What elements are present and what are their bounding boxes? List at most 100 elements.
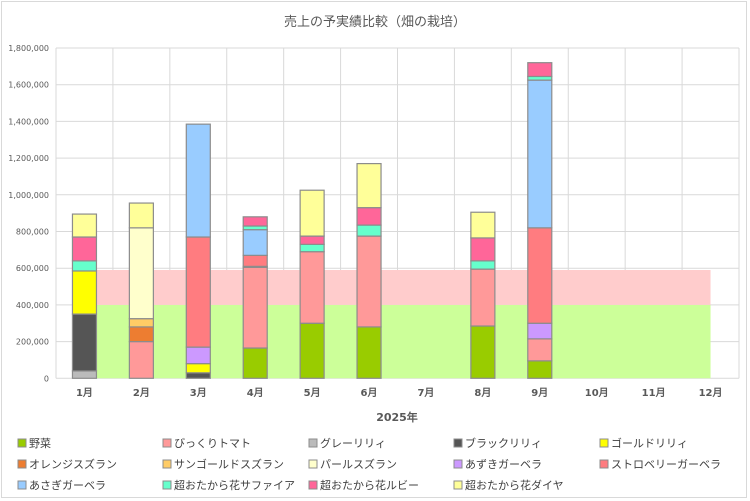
gridlines: [55, 47, 740, 379]
bar-segment: [470, 268, 496, 327]
legend-item: グレーリリィ: [308, 436, 386, 450]
bar-segment: [185, 236, 211, 348]
legend-swatch: [162, 438, 172, 448]
bar-segment: [71, 370, 98, 379]
legend-item: びっくりトマト: [162, 437, 251, 450]
bar-segment: [71, 260, 98, 272]
x-tick-label: 4月: [247, 387, 264, 399]
y-tick-label: 0: [44, 374, 49, 383]
legend-swatch: [453, 438, 463, 448]
bar-segment: [128, 318, 154, 328]
legend-label: 超おたから花ルビー: [320, 478, 419, 492]
bar-segment: [527, 338, 553, 362]
legend-label: オレンジスズラン: [29, 457, 117, 471]
bar-segment: [356, 326, 382, 379]
legend-swatch: [453, 459, 463, 469]
x-tick-label: 3月: [190, 387, 207, 399]
y-tick-label: 1,800,000: [8, 44, 49, 53]
y-tick-label: 1,400,000: [8, 117, 49, 126]
target-area: [84, 304, 711, 379]
legend-label: サンゴールドスズラン: [174, 457, 284, 471]
legend-item: あずきガーベラ: [453, 458, 542, 471]
legend-swatch: [308, 438, 318, 448]
bar-segment: [71, 213, 98, 238]
legend-label: ブラックリリィ: [465, 436, 542, 450]
bar-segment: [356, 224, 382, 237]
chart-title: 売上の予実績比較（畑の栽培）: [284, 14, 466, 30]
x-axis-title: 2025年: [376, 410, 418, 424]
bar-segment: [527, 227, 553, 324]
x-tick-label: 6月: [361, 387, 378, 399]
y-tick-label: 1,200,000: [8, 154, 49, 163]
x-tick-label: 5月: [304, 387, 321, 399]
legend-swatch: [599, 459, 609, 469]
legend-swatch: [308, 459, 318, 469]
legend-item: 野菜: [17, 437, 51, 450]
bar-segment: [470, 211, 496, 239]
bar-segment: [71, 270, 98, 315]
bar-segment: [71, 313, 98, 372]
legend-swatch: [17, 480, 27, 490]
legend-label: パールスズラン: [320, 457, 397, 471]
bar-segment: [128, 341, 154, 379]
bar-segment: [242, 216, 268, 227]
bar-segment: [128, 227, 154, 320]
legend-swatch: [162, 480, 172, 490]
legend-item: 超おたから花ルビー: [308, 478, 419, 492]
legend-label: グレーリリィ: [320, 436, 386, 450]
bar-segment: [242, 229, 268, 256]
bar-segment: [356, 163, 382, 209]
x-tick-label: 7月: [417, 387, 434, 399]
legend-item: あさぎガーベラ: [17, 478, 106, 492]
bar-segment: [299, 189, 325, 237]
legend-label: 超おたから花サファイア: [174, 478, 295, 492]
legend-swatch: [17, 459, 27, 469]
bar-segment: [527, 322, 553, 340]
x-tick-label: 8月: [474, 387, 491, 399]
y-tick-label: 800,000: [16, 228, 49, 237]
bar-segment: [242, 254, 268, 267]
x-tick-label: 12月: [699, 387, 723, 399]
target-area: [84, 270, 711, 305]
bar-segment: [527, 360, 553, 379]
legend-item: ブラックリリィ: [453, 436, 542, 450]
x-tick-label: 10月: [585, 387, 609, 399]
bar-segment: [299, 251, 325, 324]
x-tick-label: 9月: [531, 387, 548, 399]
bar-segment: [185, 123, 211, 238]
bar-segment: [185, 372, 211, 379]
bar-segment: [71, 236, 98, 262]
bar-segment: [242, 266, 268, 349]
bar-segment: [299, 243, 325, 253]
x-tick-label: 2月: [133, 387, 150, 399]
legend-label: ゴールドリリィ: [611, 436, 688, 450]
bar-segment: [299, 235, 325, 245]
legend-swatch: [17, 438, 27, 448]
legend-swatch: [308, 480, 318, 490]
legend-label: あさぎガーベラ: [29, 478, 106, 492]
legend-label: 野菜: [29, 437, 51, 450]
x-axis-ticks: 1月 2月 3月 4月 5月 6月 7月 8月 9月 10月 11月 12月: [76, 387, 723, 399]
bars: [71, 62, 553, 379]
bar-segment: [299, 322, 325, 379]
legend-item: ストロベリーガーベラ: [599, 458, 721, 471]
bar-segment: [527, 79, 553, 229]
legend-item: 超おたから花サファイア: [162, 478, 295, 492]
target-areas: [84, 270, 711, 379]
y-tick-label: 1,600,000: [8, 81, 49, 90]
y-tick-label: 600,000: [16, 264, 49, 273]
bar-segment: [470, 237, 496, 262]
legend-item: サンゴールドスズラン: [162, 457, 284, 471]
y-tick-label: 400,000: [16, 301, 49, 310]
bar-segment: [356, 235, 382, 328]
legend-item: オレンジスズラン: [17, 457, 117, 471]
legend-item: パールスズラン: [308, 457, 397, 471]
bar-segment: [470, 260, 496, 270]
legend-item: ゴールドリリィ: [599, 436, 688, 450]
legend-item: 超おたから花ダイヤ: [453, 478, 564, 492]
legend-label: あずきガーベラ: [465, 458, 542, 471]
bar-segment: [356, 207, 382, 226]
legend-label: びっくりトマト: [174, 437, 251, 450]
